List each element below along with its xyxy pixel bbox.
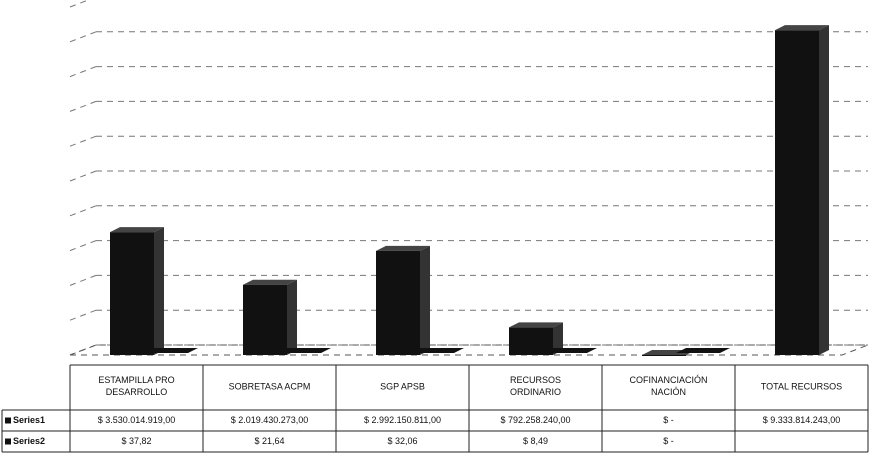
bar-top (110, 227, 164, 233)
grid-line (69, 66, 97, 78)
data-label: $ 9.333.814.243,00 (763, 415, 841, 425)
category-label: ESTAMPILLA PRO DESARROLLO (98, 375, 174, 397)
bar-side (553, 322, 563, 355)
category-label: SGP APSB (380, 381, 425, 391)
data-label: $ 2.992.150.811,00 (364, 415, 441, 425)
data-label: $ 2.019.430.273,00 (231, 415, 309, 425)
bar (410, 348, 464, 353)
bar-top (775, 25, 829, 31)
bar (676, 348, 730, 353)
category-label: COFINANCIACIÓN NACIÓN (629, 375, 707, 397)
data-label: $ 37,82 (121, 436, 151, 446)
grid-line (69, 240, 97, 252)
bar-front (376, 250, 420, 355)
bar-side (420, 245, 430, 355)
data-label: $ - (663, 436, 674, 446)
bar-front (509, 327, 553, 355)
bar (376, 245, 430, 355)
category-label: SOBRETASA ACPM (229, 381, 311, 391)
legend-label: Series1 (13, 415, 45, 425)
bar-top (376, 245, 430, 251)
grid-line (69, 170, 97, 182)
category-line: DESARROLLO (106, 387, 168, 397)
data-label: $ - (663, 415, 674, 425)
bar-side (287, 279, 297, 355)
grid-line (69, 205, 97, 217)
bar (277, 348, 331, 353)
grid-line (69, 274, 97, 286)
category-line: ESTAMPILLA PRO (98, 375, 174, 385)
data-label: $ 32,06 (387, 436, 417, 446)
category-label: RECURSOS ORDINARIO (510, 375, 561, 397)
legend-key (5, 438, 11, 445)
bar-side (154, 227, 164, 355)
data-label: $ 3.530.014.919,00 (98, 415, 176, 425)
bar-front (775, 30, 819, 356)
category-label: TOTAL RECURSOS (761, 381, 842, 391)
legend-key (5, 417, 11, 424)
category-line: NACIÓN (651, 387, 686, 397)
grid-line (69, 0, 90, 8)
bar-front (642, 355, 686, 356)
legend-label: Series2 (13, 436, 45, 446)
bar-front (110, 232, 154, 355)
bar-side (819, 25, 829, 356)
bar (775, 25, 829, 356)
grid-line (69, 100, 97, 112)
bar (509, 322, 563, 355)
grid-line (69, 31, 97, 43)
category-line: COFINANCIACIÓN (629, 375, 707, 385)
data-label: $ 792.258.240,00 (500, 415, 570, 425)
category-line: RECURSOS (510, 375, 561, 385)
grid-line (69, 135, 97, 147)
bar-top (243, 279, 297, 285)
bar (110, 227, 164, 355)
category-line: ORDINARIO (510, 387, 561, 397)
bar-front (243, 284, 287, 355)
data-label: $ 21,64 (254, 436, 284, 446)
bar (543, 348, 597, 353)
bar (144, 348, 198, 353)
data-label: $ 8,49 (523, 436, 548, 446)
grid-line (69, 309, 97, 321)
bar (243, 279, 297, 355)
bar-top (509, 322, 563, 328)
